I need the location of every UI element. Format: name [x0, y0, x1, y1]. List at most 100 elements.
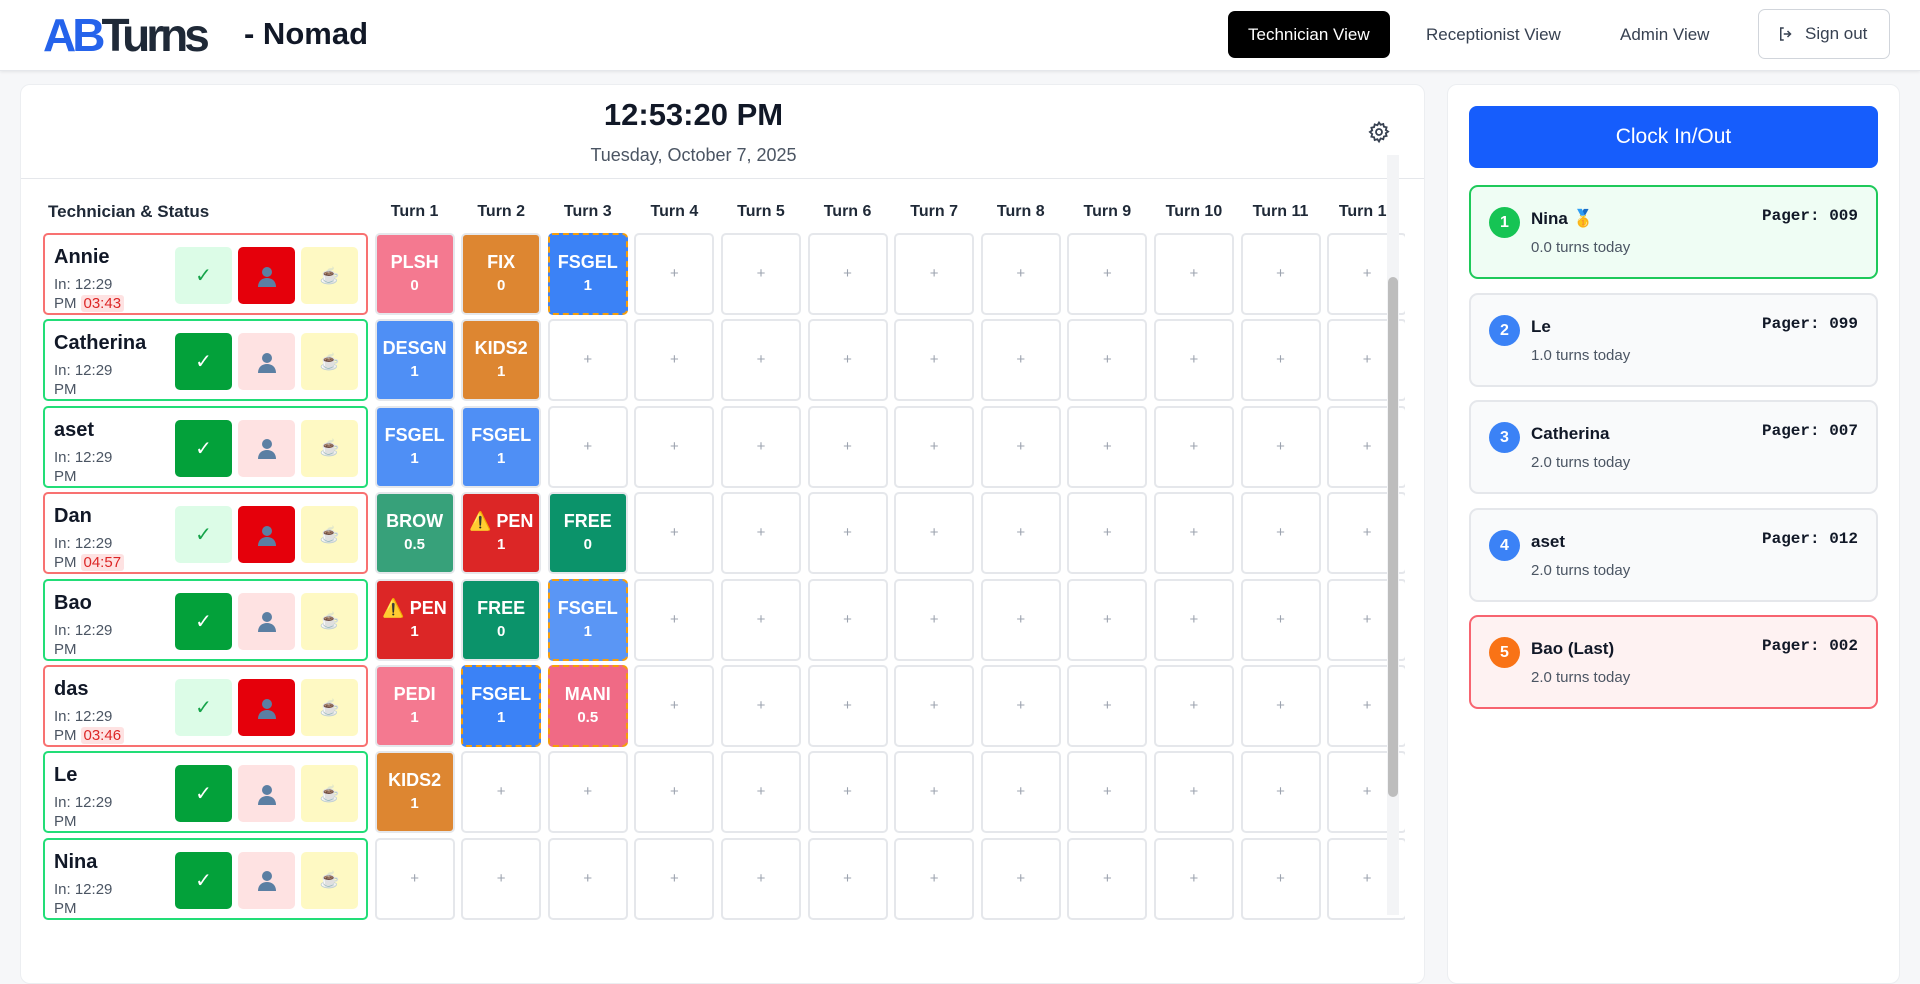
empty-turn-cell[interactable]: + — [1067, 751, 1148, 834]
empty-turn-cell[interactable]: + — [1240, 405, 1321, 488]
empty-turn-cell[interactable]: + — [720, 751, 801, 834]
turn-cell[interactable]: FSGEL 1 — [461, 405, 542, 488]
empty-turn-cell[interactable]: + — [1240, 751, 1321, 834]
empty-turn-cell[interactable]: + — [807, 578, 888, 661]
available-button[interactable]: ✓ — [175, 851, 232, 909]
empty-turn-cell[interactable]: + — [1240, 492, 1321, 575]
turn-cell[interactable]: FSGEL 1 — [547, 578, 628, 661]
available-button[interactable]: ✓ — [175, 765, 232, 823]
empty-turn-cell[interactable]: + — [547, 405, 628, 488]
empty-turn-cell[interactable]: + — [1153, 233, 1234, 315]
empty-turn-cell[interactable]: + — [894, 578, 975, 661]
turn-cell[interactable]: FSGEL 1 — [374, 405, 455, 488]
busy-button[interactable] — [238, 592, 295, 650]
empty-turn-cell[interactable]: + — [1240, 233, 1321, 315]
empty-turn-cell[interactable]: + — [1067, 837, 1148, 920]
available-button[interactable]: ✓ — [175, 247, 232, 304]
empty-turn-cell[interactable]: + — [1240, 837, 1321, 920]
empty-turn-cell[interactable]: + — [1153, 578, 1234, 661]
empty-turn-cell[interactable]: + — [1240, 319, 1321, 402]
empty-turn-cell[interactable]: + — [980, 578, 1061, 661]
busy-button[interactable] — [238, 679, 295, 736]
break-button[interactable]: ☕ — [301, 506, 358, 564]
empty-turn-cell[interactable]: + — [720, 837, 801, 920]
sign-out-button[interactable]: Sign out — [1758, 9, 1890, 59]
clock-in-out-button[interactable]: Clock In/Out — [1469, 106, 1878, 168]
empty-turn-cell[interactable]: + — [1153, 492, 1234, 575]
break-button[interactable]: ☕ — [301, 765, 358, 823]
empty-turn-cell[interactable]: + — [634, 492, 715, 575]
empty-turn-cell[interactable]: + — [634, 233, 715, 315]
turn-cell[interactable]: FREE 0 — [547, 492, 628, 575]
empty-turn-cell[interactable]: + — [894, 665, 975, 747]
empty-turn-cell[interactable]: + — [720, 233, 801, 315]
empty-turn-cell[interactable]: + — [1240, 665, 1321, 747]
empty-turn-cell[interactable]: + — [1067, 319, 1148, 402]
available-button[interactable]: ✓ — [175, 592, 232, 650]
empty-turn-cell[interactable]: + — [547, 751, 628, 834]
queue-item[interactable]: 1 Nina 🥇 0.0 turns today Pager: 009 — [1469, 185, 1878, 279]
available-button[interactable]: ✓ — [175, 419, 232, 477]
empty-turn-cell[interactable]: + — [1153, 665, 1234, 747]
empty-turn-cell[interactable]: + — [980, 492, 1061, 575]
turn-cell[interactable]: KIDS2 1 — [461, 319, 542, 402]
gear-icon[interactable] — [1367, 120, 1391, 144]
empty-turn-cell[interactable]: + — [807, 319, 888, 402]
empty-turn-cell[interactable]: + — [461, 751, 542, 834]
grid-scrollbar[interactable] — [1387, 155, 1399, 915]
turn-cell[interactable]: PLSH 0 — [374, 233, 455, 315]
empty-turn-cell[interactable]: + — [547, 837, 628, 920]
busy-button[interactable] — [238, 851, 295, 909]
empty-turn-cell[interactable]: + — [1067, 492, 1148, 575]
empty-turn-cell[interactable]: + — [980, 405, 1061, 488]
empty-turn-cell[interactable]: + — [807, 665, 888, 747]
nav-receptionist-view[interactable]: Receptionist View — [1426, 25, 1561, 44]
busy-button[interactable] — [238, 506, 295, 564]
empty-turn-cell[interactable]: + — [1153, 319, 1234, 402]
break-button[interactable]: ☕ — [301, 851, 358, 909]
empty-turn-cell[interactable]: + — [807, 233, 888, 315]
queue-item[interactable]: 4 aset 2.0 turns today Pager: 012 — [1469, 507, 1878, 602]
empty-turn-cell[interactable]: + — [1067, 578, 1148, 661]
turn-cell[interactable]: FIX 0 — [461, 233, 542, 315]
available-button[interactable]: ✓ — [175, 333, 232, 391]
empty-turn-cell[interactable]: + — [894, 233, 975, 315]
empty-turn-cell[interactable]: + — [634, 405, 715, 488]
turn-cell[interactable]: BROW 0.5 — [374, 492, 455, 575]
turn-cell[interactable]: FSGEL 1 — [547, 233, 628, 315]
nav-admin-view[interactable]: Admin View — [1620, 25, 1710, 44]
available-button[interactable]: ✓ — [175, 506, 232, 564]
empty-turn-cell[interactable]: + — [1067, 665, 1148, 747]
empty-turn-cell[interactable]: + — [980, 837, 1061, 920]
scrollbar-thumb[interactable] — [1388, 277, 1398, 797]
empty-turn-cell[interactable]: + — [720, 319, 801, 402]
empty-turn-cell[interactable]: + — [807, 837, 888, 920]
break-button[interactable]: ☕ — [301, 247, 358, 304]
empty-turn-cell[interactable]: + — [374, 837, 455, 920]
empty-turn-cell[interactable]: + — [1153, 405, 1234, 488]
empty-turn-cell[interactable]: + — [634, 578, 715, 661]
empty-turn-cell[interactable]: + — [980, 751, 1061, 834]
break-button[interactable]: ☕ — [301, 333, 358, 391]
turn-cell[interactable]: FSGEL 1 — [461, 665, 542, 747]
empty-turn-cell[interactable]: + — [980, 665, 1061, 747]
turn-cell[interactable]: ⚠️ PEN 1 — [374, 578, 455, 661]
available-button[interactable]: ✓ — [175, 679, 232, 736]
empty-turn-cell[interactable]: + — [1153, 751, 1234, 834]
empty-turn-cell[interactable]: + — [547, 319, 628, 402]
empty-turn-cell[interactable]: + — [634, 837, 715, 920]
nav-technician-view[interactable]: Technician View — [1228, 11, 1390, 58]
empty-turn-cell[interactable]: + — [894, 405, 975, 488]
empty-turn-cell[interactable]: + — [720, 578, 801, 661]
turn-cell[interactable]: KIDS2 1 — [374, 751, 455, 834]
empty-turn-cell[interactable]: + — [720, 405, 801, 488]
break-button[interactable]: ☕ — [301, 592, 358, 650]
empty-turn-cell[interactable]: + — [807, 751, 888, 834]
empty-turn-cell[interactable]: + — [720, 492, 801, 575]
turn-cell[interactable]: DESGN 1 — [374, 319, 455, 402]
turn-cell[interactable]: FREE 0 — [461, 578, 542, 661]
empty-turn-cell[interactable]: + — [461, 837, 542, 920]
empty-turn-cell[interactable]: + — [634, 665, 715, 747]
empty-turn-cell[interactable]: + — [807, 492, 888, 575]
empty-turn-cell[interactable]: + — [1240, 578, 1321, 661]
